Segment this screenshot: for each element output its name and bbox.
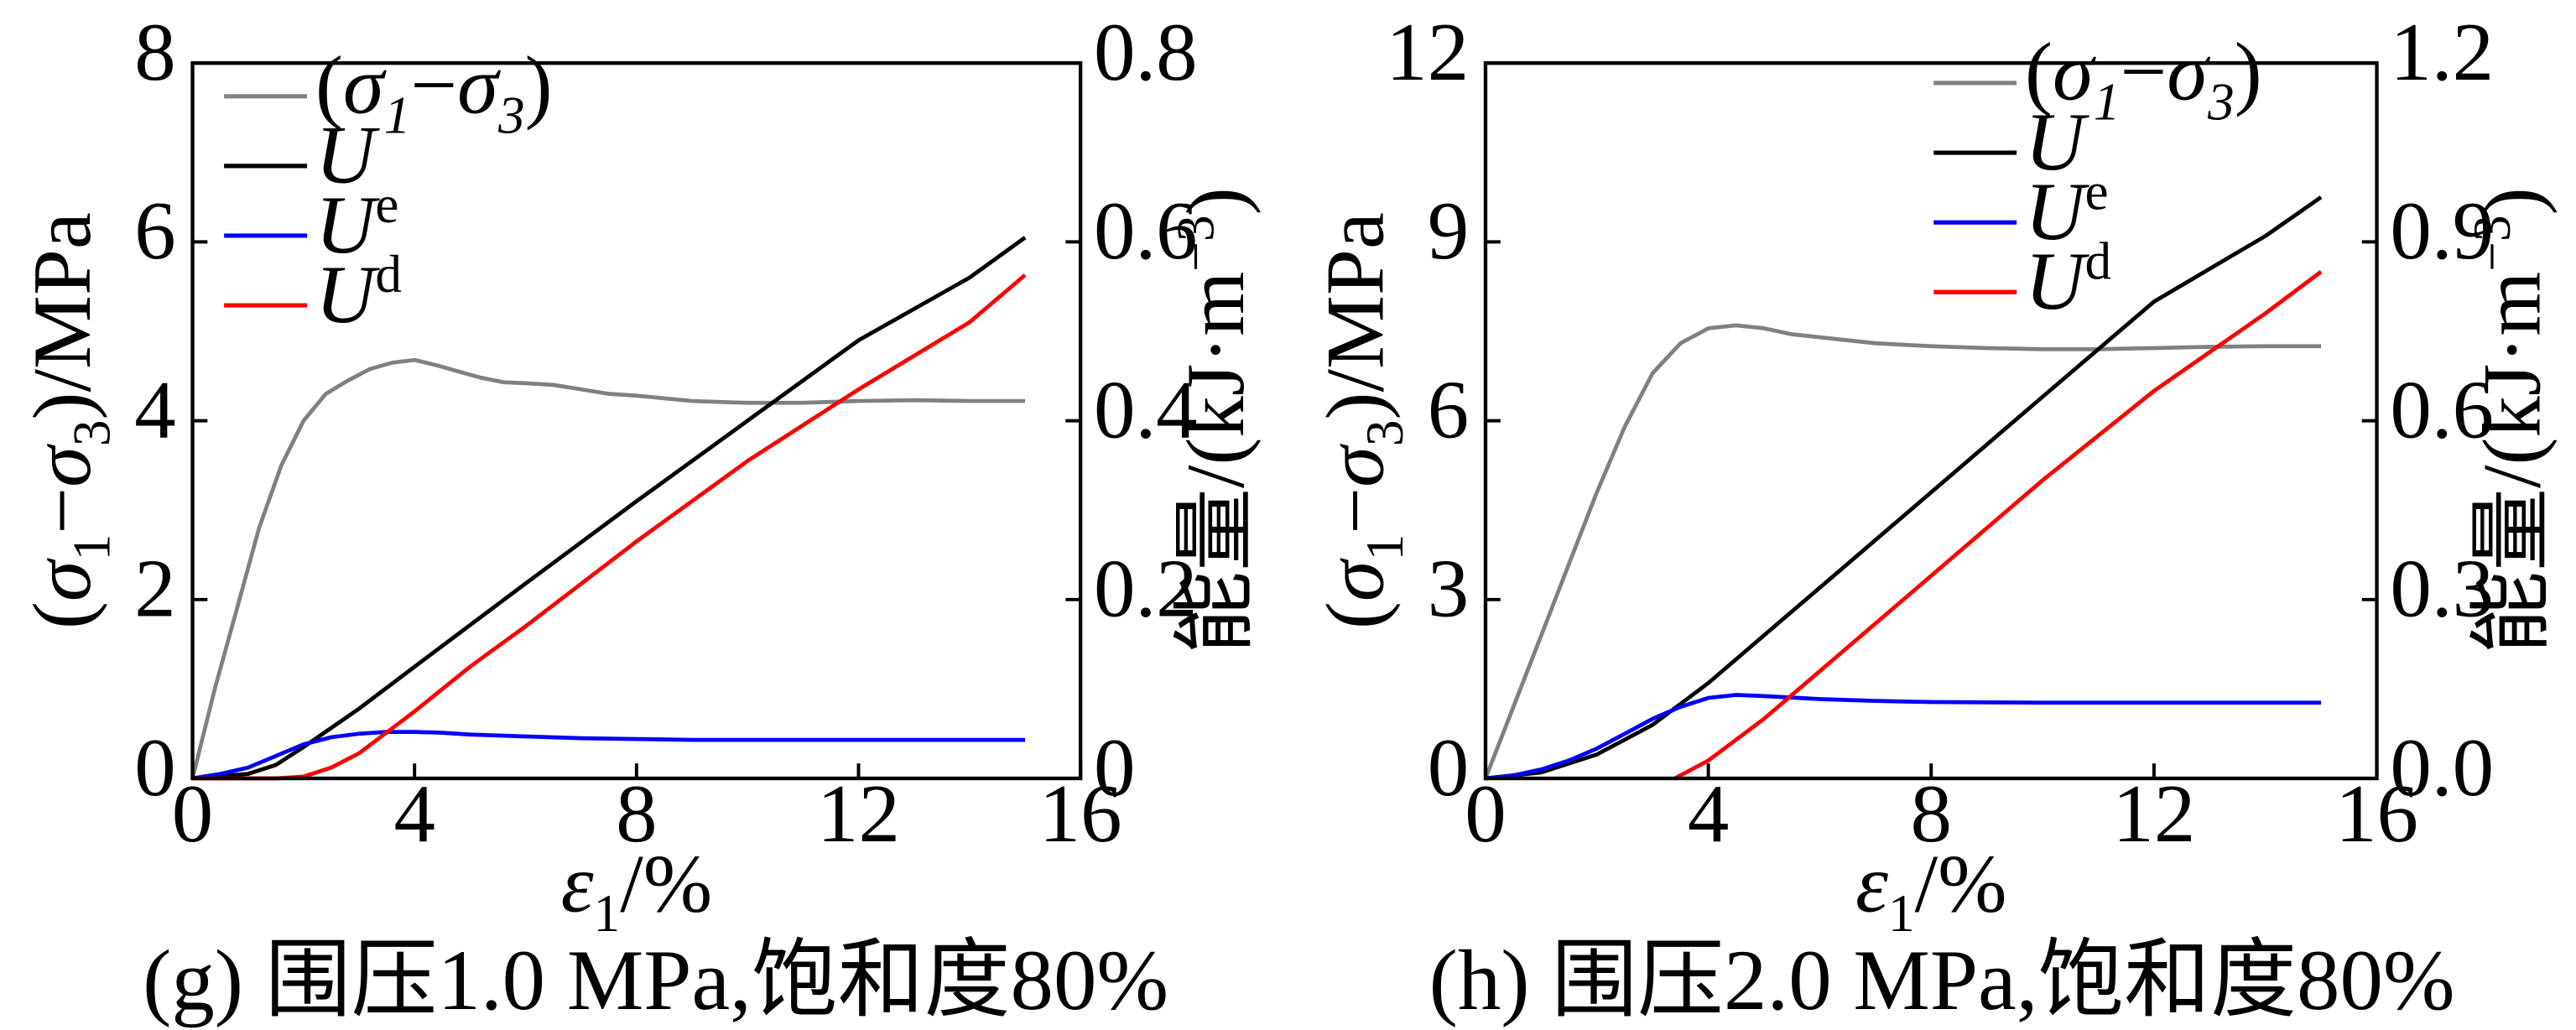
y-right-tick-label: 1.2: [2390, 7, 2494, 98]
legend-label: (σ1​−σ3​): [2025, 27, 2262, 132]
legend-label: (σ1​−σ3​): [315, 40, 553, 145]
y-left-tick-label: 12: [1386, 7, 1469, 98]
x-tick-label: 12: [2112, 768, 2195, 860]
series-line-0: [190, 357, 1026, 779]
y-right-axis-label: 能量/(kJ·m−3​): [1166, 187, 1262, 653]
x-tick-label: 12: [817, 768, 900, 860]
y-left-tick-label: 3: [1428, 544, 1469, 635]
legend-label: Ue​: [2025, 162, 2109, 258]
legend-label: U: [2025, 96, 2089, 188]
y-right-tick-label: 0.6: [1094, 185, 1198, 277]
series-line-2: [192, 730, 1026, 781]
y-left-tick-label: 0: [1428, 722, 1469, 814]
y-right-tick-label: 0.0: [2390, 722, 2494, 814]
legend-label: Ud​: [2025, 231, 2111, 327]
y-right-tick-label: 0.9: [2390, 185, 2494, 277]
series-line-0: [1483, 323, 2322, 779]
y-left-axis-label: (σ1​−σ3​)/MPa: [17, 212, 122, 629]
x-axis-label: ε1​/%: [1855, 838, 2007, 943]
y-left-axis-label: (σ1​−σ3​)/MPa: [1309, 212, 1414, 629]
y-left-tick-label: 8: [134, 7, 175, 98]
x-tick-label: 8: [1911, 768, 1952, 860]
panel-caption: (g) 围压1.0 MPa,饱和度80%: [143, 933, 1168, 1028]
x-tick-label: 0: [172, 768, 213, 860]
y-right-tick-label: 0.6: [2390, 364, 2494, 455]
y-left-tick-label: 4: [134, 364, 175, 455]
y-left-tick-label: 6: [1428, 364, 1469, 455]
y-left-tick-label: 9: [1428, 185, 1469, 277]
x-tick-label: 4: [393, 768, 435, 860]
chart-panel-0: 04812160246800.20.40.60.8ε1​/%(σ1​−σ3​)/…: [17, 7, 1262, 1028]
x-tick-label: 4: [1688, 768, 1729, 860]
y-right-tick-label: 0.4: [1094, 364, 1198, 455]
legend-label: Ud​: [315, 245, 402, 341]
series-line-3: [192, 273, 1027, 781]
x-tick-label: 16: [2335, 768, 2418, 860]
x-tick-label: 0: [1465, 768, 1506, 860]
y-right-tick-label: 0.2: [1094, 544, 1198, 635]
series-line-2: [1485, 693, 2322, 781]
series-line-1: [1485, 195, 2323, 781]
y-left-tick-label: 0: [134, 722, 175, 814]
y-right-axis-label: 能量/(kJ·m−3​): [2463, 187, 2558, 653]
y-right-tick-label: 0: [1094, 722, 1135, 814]
x-tick-label: 8: [616, 768, 657, 860]
y-left-tick-label: 2: [134, 544, 175, 635]
chart-panel-1: 0 4 8 12 16 0 3 6 9 12 0.0 0.3 0.6 0.9 1.2 ε1​/% (σ1​−σ3…: [1309, 7, 2558, 1028]
y-right-tick-label: 0.3: [2390, 544, 2494, 635]
legend-label: Ue​: [315, 175, 399, 271]
legend-label: U: [315, 110, 380, 201]
x-tick-label: 16: [1039, 768, 1122, 860]
plot-frame: [1483, 61, 2379, 781]
y-left-tick-label: 6: [134, 185, 175, 277]
y-right-tick-label: 0.8: [1094, 7, 1198, 98]
series-line-3: [1673, 270, 2323, 781]
x-axis-label: ε1​/%: [561, 838, 713, 943]
series-line-1: [192, 236, 1027, 781]
panel-caption: (h) 围压2.0 MPa,饱和度80%: [1429, 933, 2455, 1028]
